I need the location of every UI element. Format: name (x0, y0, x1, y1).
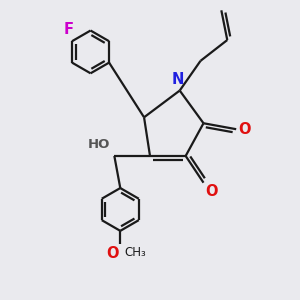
Text: O: O (205, 184, 217, 199)
Text: O: O (238, 122, 251, 137)
Text: CH₃: CH₃ (125, 246, 146, 259)
Text: HO: HO (88, 139, 110, 152)
Text: F: F (64, 22, 74, 37)
Text: O: O (106, 246, 119, 261)
Text: N: N (172, 72, 184, 87)
